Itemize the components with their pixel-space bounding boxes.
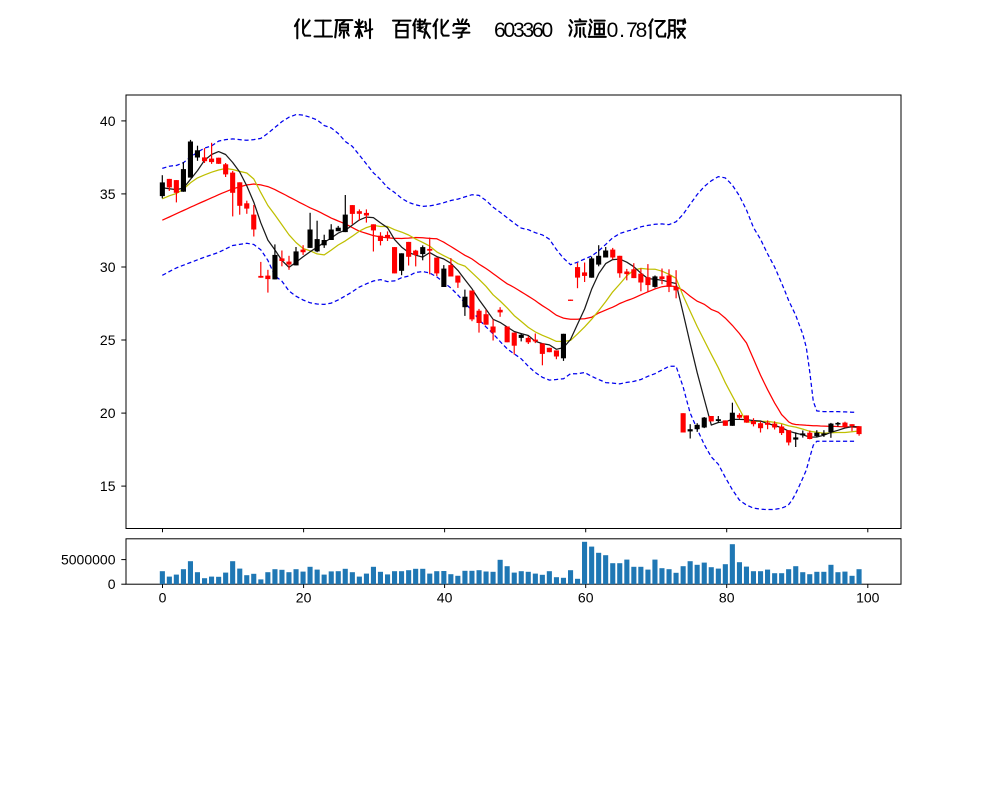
svg-text:100: 100 <box>856 590 880 606</box>
svg-text:6: 6 <box>532 19 544 42</box>
svg-text:3: 3 <box>513 19 525 42</box>
svg-text:3: 3 <box>522 19 534 42</box>
svg-text:8: 8 <box>636 19 648 42</box>
svg-text:40: 40 <box>437 590 453 606</box>
svg-text:20: 20 <box>100 405 116 421</box>
svg-text:35: 35 <box>100 186 116 202</box>
svg-text:0: 0 <box>607 19 619 42</box>
svg-text:6: 6 <box>494 19 506 42</box>
svg-text:0: 0 <box>159 590 167 606</box>
svg-text:15: 15 <box>100 478 116 494</box>
svg-text:30: 30 <box>100 259 116 275</box>
svg-text:25: 25 <box>100 332 116 348</box>
svg-text:.: . <box>619 19 625 42</box>
svg-text:80: 80 <box>719 590 735 606</box>
svg-text:0: 0 <box>108 576 116 592</box>
svg-text:0: 0 <box>541 19 553 42</box>
svg-text:7: 7 <box>626 19 638 42</box>
svg-text:60: 60 <box>578 590 594 606</box>
svg-text:5000000: 5000000 <box>61 551 116 567</box>
svg-text:0: 0 <box>503 19 515 42</box>
svg-text:40: 40 <box>100 113 116 129</box>
svg-text:20: 20 <box>296 590 312 606</box>
